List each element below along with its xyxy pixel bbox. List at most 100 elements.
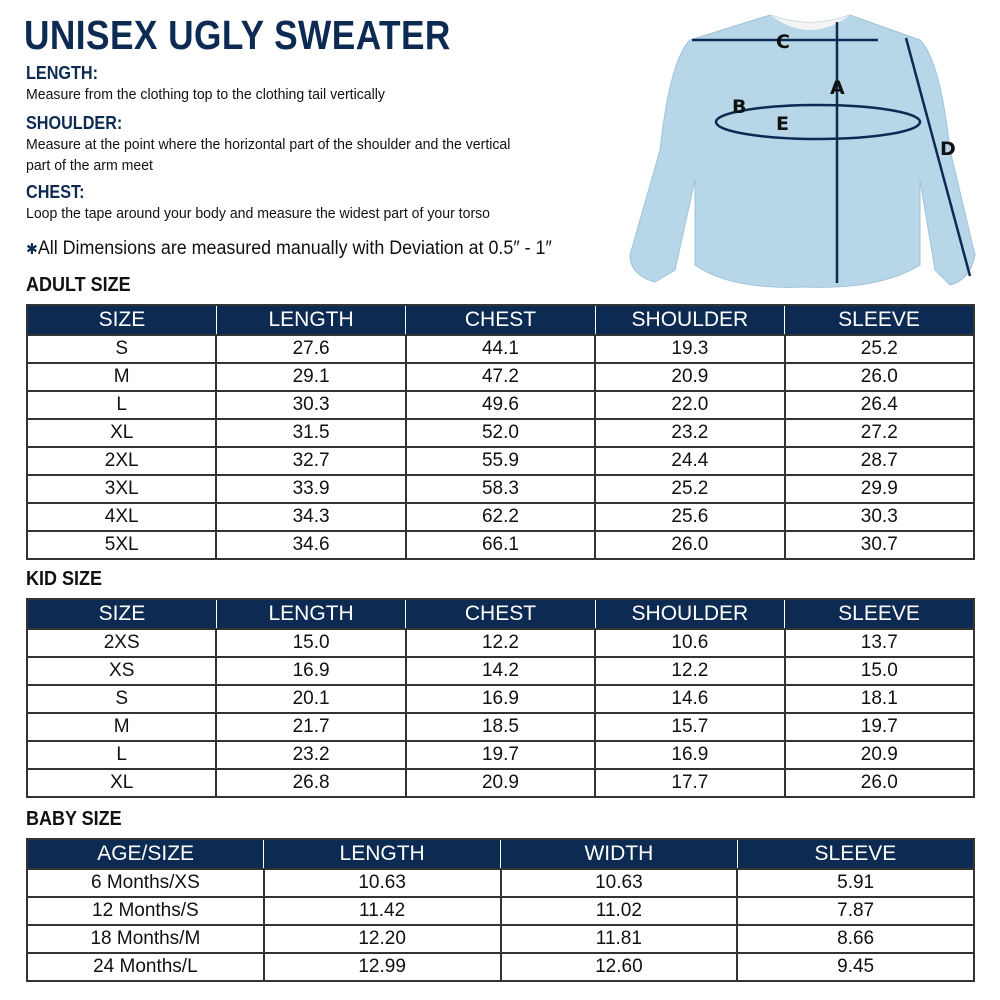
table-cell: 2XL <box>25 446 218 476</box>
table-cell: 26.0 <box>783 362 976 392</box>
table-row: XL 31.5 52.0 23.2 27.2 <box>25 418 976 448</box>
table-cell: 26.4 <box>783 390 976 420</box>
label-d: D <box>940 138 956 160</box>
length-heading: LENGTH: <box>26 63 98 83</box>
table-cell: 8.66 <box>736 924 975 954</box>
column-header: AGE/SIZE <box>26 838 265 870</box>
table-cell: 26.0 <box>783 768 976 798</box>
table-cell: 2XS <box>25 628 218 658</box>
label-a: A <box>830 77 845 99</box>
label-b: B <box>732 96 746 118</box>
table-cell: 17.7 <box>594 768 786 798</box>
table-cell: 23.2 <box>215 740 407 770</box>
column-header: WIDTH <box>500 838 738 870</box>
table-cell: 27.6 <box>215 334 407 364</box>
table-cell: 11.81 <box>499 924 739 954</box>
table-row: S 27.6 44.1 19.3 25.2 <box>25 334 976 364</box>
table-cell: 34.3 <box>215 502 407 532</box>
table-cell: 12.20 <box>262 924 502 954</box>
column-header: SIZE <box>25 304 217 336</box>
table-cell: 11.42 <box>262 896 502 926</box>
label-e: E <box>776 113 789 135</box>
table-row: L 23.2 19.7 16.9 20.9 <box>25 740 976 770</box>
table-cell: XS <box>25 656 218 686</box>
table-cell: 58.3 <box>404 474 597 504</box>
table-cell: 29.9 <box>783 474 976 504</box>
table-cell: 26.8 <box>215 768 407 798</box>
table-cell: 12 Months/S <box>26 896 265 926</box>
table-cell: 12.99 <box>262 952 502 982</box>
table-cell: L <box>25 740 218 770</box>
column-header: SHOULDER <box>594 598 786 630</box>
column-header: LENGTH <box>215 304 407 336</box>
table-cell: 22.0 <box>594 390 786 420</box>
table-cell: 19.3 <box>594 334 786 364</box>
table-row: 2XL 32.7 55.9 24.4 28.7 <box>25 446 976 476</box>
table-cell: 13.7 <box>783 628 976 658</box>
table-cell: XL <box>25 768 218 798</box>
table-cell: 18 Months/M <box>26 924 265 954</box>
label-c: C <box>776 31 790 53</box>
table-cell: 25.2 <box>594 474 786 504</box>
table-cell: 10.6 <box>594 628 786 658</box>
table-cell: 4XL <box>25 502 218 532</box>
column-header: SHOULDER <box>594 304 786 336</box>
table-cell: 33.9 <box>215 474 407 504</box>
table-row: 6 Months/XS 10.63 10.63 5.91 <box>26 868 975 898</box>
table-cell: 44.1 <box>404 334 597 364</box>
table-cell: 20.9 <box>404 768 597 798</box>
adult-size-heading: ADULT SIZE <box>26 274 131 296</box>
baby-size-table: AGE/SIZE LENGTH WIDTH SLEEVE 6 Months/XS 10.6… <box>26 838 975 982</box>
table-cell: 19.7 <box>783 712 976 742</box>
table-cell: XL <box>25 418 218 448</box>
table-cell: S <box>25 684 218 714</box>
table-cell: 12.2 <box>594 656 786 686</box>
chest-heading: CHEST: <box>26 182 85 202</box>
table-cell: 12.60 <box>499 952 739 982</box>
table-row: 18 Months/M 12.20 11.81 8.66 <box>26 924 975 954</box>
header-row: AGE/SIZE LENGTH WIDTH SLEEVE <box>26 838 975 870</box>
table-row: 5XL 34.6 66.1 26.0 30.7 <box>25 530 976 560</box>
table-cell: 6 Months/XS <box>26 868 265 898</box>
kid-size-table: SIZE LENGTH CHEST SHOULDER SLEEVE 2XS 15.0 12.2… <box>25 598 976 798</box>
table-cell: 24 Months/L <box>26 952 265 982</box>
table-cell: 21.7 <box>215 712 407 742</box>
table-cell: 7.87 <box>736 896 975 926</box>
table-cell: 15.7 <box>594 712 786 742</box>
table-cell: 47.2 <box>404 362 597 392</box>
table-cell: 9.45 <box>736 952 975 982</box>
table-cell: M <box>25 362 218 392</box>
table-cell: 14.2 <box>404 656 597 686</box>
table-cell: L <box>25 390 218 420</box>
table-cell: 19.7 <box>404 740 597 770</box>
column-header: LENGTH <box>263 838 501 870</box>
chest-description: Loop the tape around your body and measu… <box>26 205 491 222</box>
table-cell: 16.9 <box>594 740 786 770</box>
column-header: SLEEVE <box>784 304 976 336</box>
column-header: SIZE <box>25 598 217 630</box>
table-cell: 16.9 <box>404 684 597 714</box>
table-row: S 20.1 16.9 14.6 18.1 <box>25 684 976 714</box>
table-row: XL 26.8 20.9 17.7 26.0 <box>25 768 976 798</box>
table-cell: 27.2 <box>783 418 976 448</box>
shoulder-heading: SHOULDER: <box>26 113 123 133</box>
table-cell: S <box>25 334 218 364</box>
table-cell: 11.02 <box>499 896 739 926</box>
column-header: LENGTH <box>215 598 407 630</box>
kid-size-heading: KID SIZE <box>26 568 103 590</box>
table-cell: 66.1 <box>404 530 597 560</box>
column-header: CHEST <box>405 304 596 336</box>
table-cell: M <box>25 712 218 742</box>
table-cell: 18.1 <box>783 684 976 714</box>
table-row: XS 16.9 14.2 12.2 15.0 <box>25 656 976 686</box>
table-cell: 15.0 <box>783 656 976 686</box>
table-cell: 29.1 <box>215 362 407 392</box>
shoulder-description-line2: part of the arm meet <box>26 157 153 174</box>
header-row: SIZE LENGTH CHEST SHOULDER SLEEVE <box>25 598 976 630</box>
column-header: SLEEVE <box>784 598 976 630</box>
table-cell: 5.91 <box>736 868 975 898</box>
table-cell: 30.7 <box>783 530 976 560</box>
shoulder-description-line1: Measure at the point where the horizonta… <box>26 136 511 153</box>
sweater-body <box>629 14 976 288</box>
table-cell: 62.2 <box>404 502 597 532</box>
